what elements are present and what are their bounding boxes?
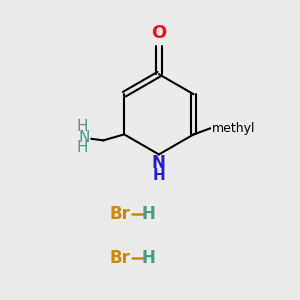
Text: Br: Br [110,250,131,268]
Text: Br: Br [110,205,131,223]
Text: H: H [142,250,155,268]
Text: H: H [142,205,155,223]
Text: N: N [78,130,90,145]
Text: N: N [152,154,166,172]
Text: methyl: methyl [212,122,255,135]
Text: H: H [77,140,88,155]
Text: O: O [151,24,166,42]
Text: H: H [152,168,165,183]
Text: H: H [77,119,88,134]
